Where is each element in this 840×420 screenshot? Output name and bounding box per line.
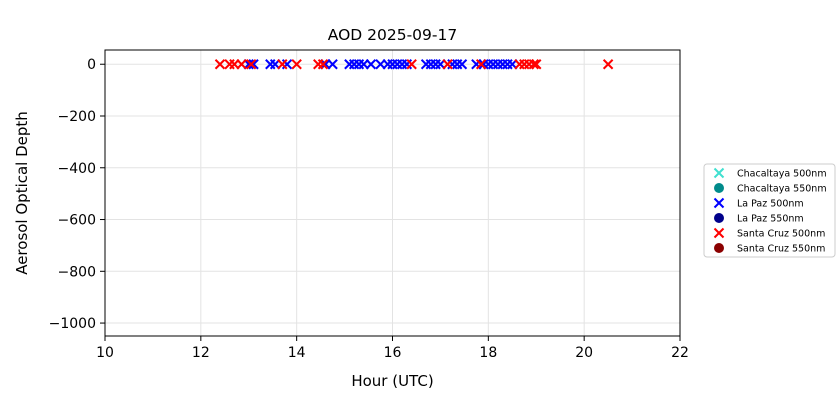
legend-marker-chacaltaya-500nm	[713, 167, 725, 179]
point-santa-cruz-500nm	[531, 59, 542, 70]
grid-lines	[104, 50, 681, 336]
data-points	[214, 59, 614, 70]
y-tick-label: −200	[58, 109, 96, 125]
legend-marker-santa-cruz-550nm	[714, 243, 724, 253]
point-la-paz-500nm	[365, 59, 377, 70]
point-santa-cruz-500nm	[245, 59, 257, 70]
x-tick-label: 18	[479, 345, 497, 361]
legend-marker-la-paz-500nm	[713, 197, 725, 209]
chart-title: AOD 2025-09-17	[328, 26, 457, 44]
legend-label-chacaltaya-550nm: Chacaltaya 550nm	[737, 184, 827, 195]
point-la-paz-500nm	[456, 59, 468, 70]
plot-frame	[104, 49, 681, 337]
x-tick-label: 10	[96, 345, 114, 361]
legend: Chacaltaya 500nm Chacaltaya 550nm La Paz 5…	[703, 163, 836, 258]
legend-marker-la-paz-550nm	[714, 213, 724, 223]
x-tick-label: 12	[192, 345, 210, 361]
point-santa-cruz-500nm	[528, 59, 540, 70]
legend-label-chacaltaya-500nm: Chacaltaya 500nm	[737, 169, 827, 180]
legend-label-santa-cruz-500nm: Santa Cruz 500nm	[737, 229, 825, 240]
legend-label-la-paz-550nm: La Paz 550nm	[737, 214, 804, 225]
y-tick-label: −400	[58, 161, 96, 177]
point-santa-cruz-500nm	[291, 59, 302, 70]
x-tick-label: 22	[671, 345, 689, 361]
point-santa-cruz-500nm	[406, 59, 417, 70]
y-tick-label: −600	[58, 213, 96, 229]
y-tick-label: −800	[58, 264, 96, 280]
point-santa-cruz-500nm	[602, 59, 614, 70]
point-la-paz-500nm	[248, 59, 259, 70]
point-santa-cruz-500nm	[475, 59, 487, 70]
y-axis-ticks: 0 −200 −400 −600 −800 −1000	[49, 57, 105, 332]
y-axis-label: Aerosol Optical Depth	[13, 111, 31, 275]
point-santa-cruz-500nm	[442, 59, 453, 70]
x-axis-label: Hour (UTC)	[351, 372, 433, 390]
legend-label-santa-cruz-550nm: Santa Cruz 550nm	[737, 244, 825, 255]
x-tick-label: 16	[384, 345, 402, 361]
y-tick-label: 0	[87, 57, 96, 73]
legend-marker-santa-cruz-500nm	[713, 227, 725, 239]
legend-box	[703, 163, 836, 258]
x-tick-label: 14	[288, 345, 306, 361]
legend-marker-chacaltaya-550nm	[714, 183, 724, 193]
x-tick-label: 20	[575, 345, 593, 361]
point-santa-cruz-500nm	[317, 59, 329, 70]
point-santa-cruz-500nm	[214, 59, 226, 70]
y-tick-label: −1000	[49, 316, 96, 332]
point-santa-cruz-500nm	[277, 59, 288, 70]
point-la-paz-500nm	[327, 59, 338, 70]
x-axis-ticks: 10 12 14 16 18 20 22	[96, 336, 689, 361]
legend-label-la-paz-500nm: La Paz 500nm	[737, 199, 804, 210]
point-santa-cruz-500nm	[236, 59, 247, 70]
